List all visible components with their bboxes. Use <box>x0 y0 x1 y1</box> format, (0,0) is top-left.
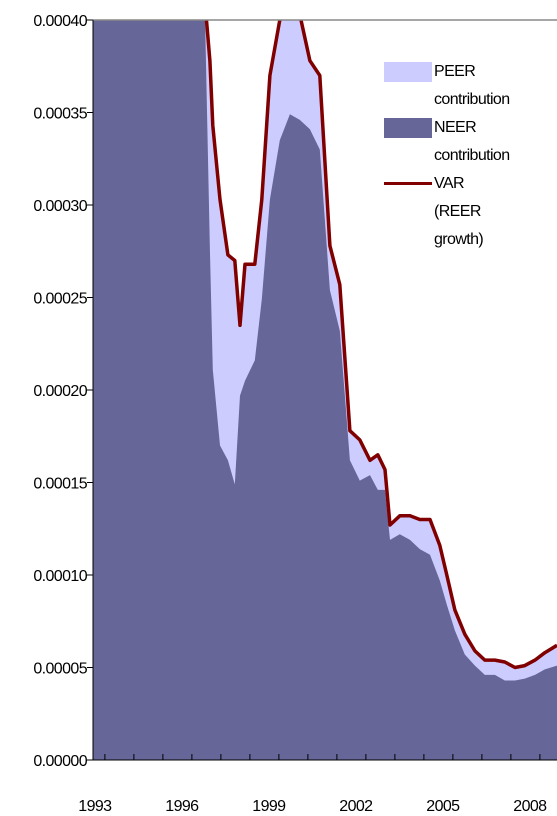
legend-swatch <box>384 62 432 82</box>
legend-item: VAR (REER growth) <box>384 170 506 254</box>
y-tick-label: 0.00030 <box>33 198 87 215</box>
y-tick-label: 0.00040 <box>33 13 87 30</box>
legend-label: VAR (REER growth) <box>434 175 484 248</box>
legend: PEER contribution NEER contribution VAR (R… <box>384 58 524 254</box>
x-tick-label: 1993 <box>78 798 112 815</box>
x-tick-label: 1996 <box>165 798 199 815</box>
area <box>93 20 557 760</box>
y-tick-label: 0.00035 <box>33 106 87 123</box>
y-tick-label: 0.00005 <box>33 661 87 678</box>
y-tick-label: 0.00000 <box>33 753 87 770</box>
x-tick-label: 2008 <box>513 798 547 815</box>
x-tick-label: 2002 <box>339 798 373 815</box>
y-tick-label: 0.00015 <box>33 476 87 493</box>
legend-swatch <box>384 118 432 138</box>
legend-label: PEER contribution <box>434 63 510 108</box>
x-tick-label: 2005 <box>426 798 460 815</box>
y-tick-label: 0.00020 <box>33 383 87 400</box>
plot-area <box>93 20 557 760</box>
y-tick-label: 0.00010 <box>33 568 87 585</box>
legend-item: PEER contribution <box>384 58 510 114</box>
line <box>204 20 557 670</box>
axes: 0.00000 0.00005 0.00010 0.00015 0.00020 0.000… <box>33 13 557 815</box>
legend-item: NEER contribution <box>384 114 510 170</box>
legend-swatch <box>384 182 432 185</box>
y-tick-label: 0.00025 <box>33 291 87 308</box>
x-tick-label: 1999 <box>252 798 286 815</box>
legend-label: NEER contribution <box>434 119 510 164</box>
